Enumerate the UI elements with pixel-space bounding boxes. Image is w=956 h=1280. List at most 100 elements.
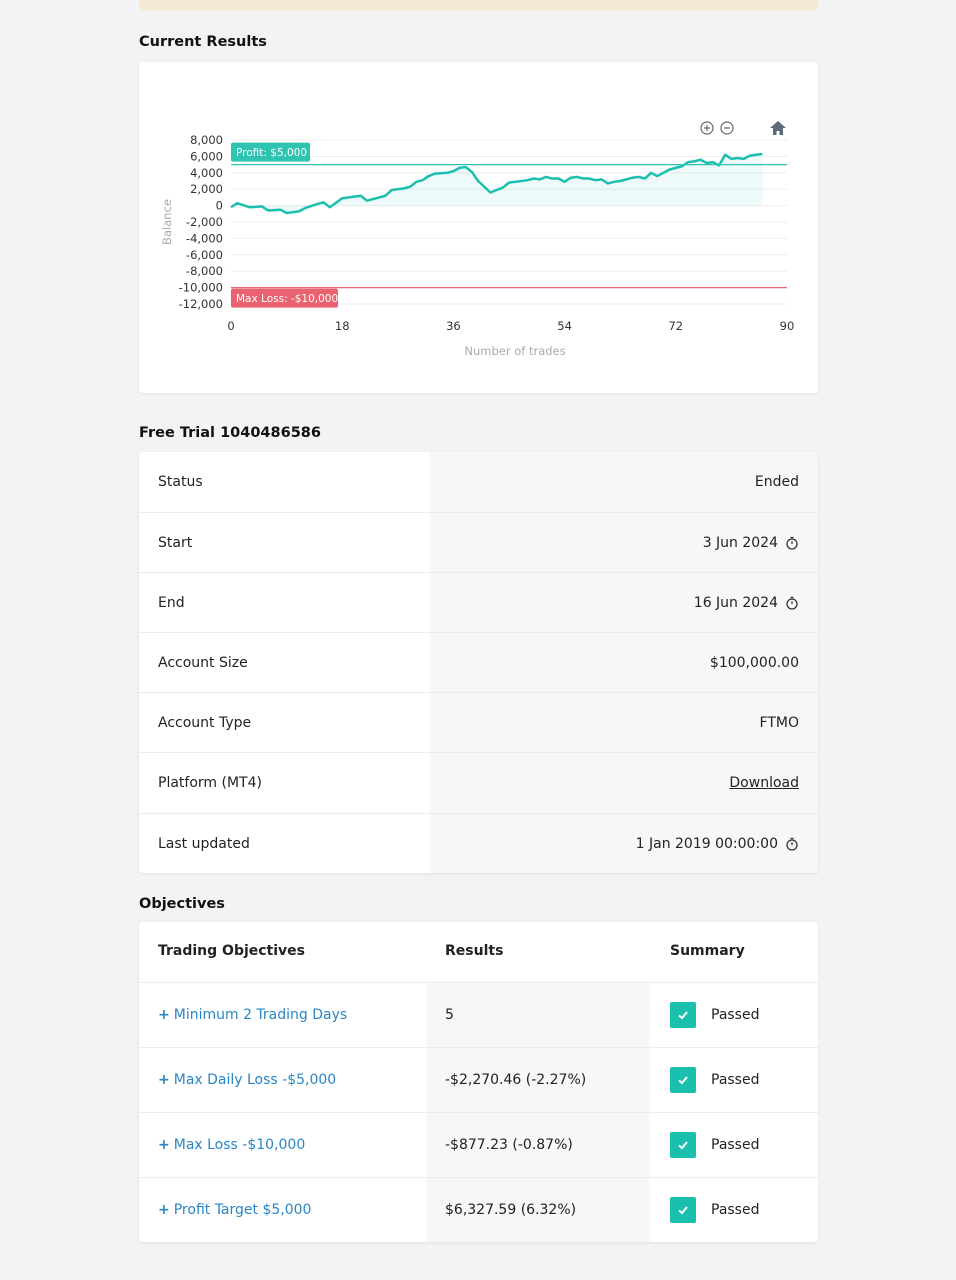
objectives-header-row: Trading Objectives Results Summary: [139, 922, 818, 982]
checkmark-icon: [670, 1197, 696, 1223]
stopwatch-icon: [786, 536, 798, 550]
x-tick-label: 36: [446, 319, 461, 333]
start-value: 3 Jun 2024: [702, 534, 778, 551]
y-tick-label: -6,000: [186, 248, 223, 262]
objective-summary: Passed: [670, 1048, 759, 1112]
last-updated-label: Last updated: [158, 835, 250, 852]
account-size-value-cell: $100,000.00: [430, 633, 818, 692]
account-size-label: Account Size: [158, 654, 248, 671]
objective-row: + Minimum 2 Trading Days 5 Passed: [139, 982, 818, 1047]
x-tick-label: 72: [668, 319, 683, 333]
stopwatch-icon: [786, 596, 798, 610]
y-tick-label: -4,000: [186, 231, 223, 245]
x-tick-label: 54: [557, 319, 572, 333]
end-value: 16 Jun 2024: [693, 594, 778, 611]
info-row-last-updated: Last updated 1 Jan 2019 00:00:00: [139, 813, 818, 873]
y-tick-label: 6,000: [190, 149, 223, 163]
account-type-value: FTMO: [759, 714, 799, 731]
header-results: Results: [445, 943, 504, 959]
summary-status: Passed: [711, 1072, 760, 1088]
status-value: Ended: [754, 474, 799, 490]
objective-name: Max Daily Loss -$5,000: [173, 1072, 337, 1088]
profit-tag-label: Profit: $5,000: [236, 147, 307, 159]
last-updated-value: 1 Jan 2019 00:00:00: [635, 835, 778, 852]
status-label: Status: [158, 474, 203, 490]
y-tick-label: -12,000: [179, 297, 223, 311]
profit-tag: [231, 142, 310, 162]
end-value-cell: 16 Jun 2024: [430, 573, 818, 632]
objective-row: + Profit Target $5,000 $6,327.59 (6.32%) …: [139, 1177, 818, 1242]
objective-link[interactable]: + Max Daily Loss -$5,000: [158, 1048, 336, 1112]
balance-area: [231, 153, 763, 213]
y-tick-label: -2,000: [186, 215, 223, 229]
objective-summary: Passed: [670, 983, 759, 1047]
start-value-cell: 3 Jun 2024: [430, 513, 818, 572]
y-tick-label: 0: [216, 199, 223, 213]
objective-row: + Max Loss -$10,000 -$877.23 (-0.87%) Pas…: [139, 1112, 818, 1177]
x-axis-title: Number of trades: [464, 344, 565, 358]
account-title: Free Trial 1040486586: [139, 425, 321, 441]
objective-name: Max Loss -$10,000: [173, 1137, 306, 1153]
x-tick-label: 18: [335, 319, 350, 333]
account-size-value: $100,000.00: [709, 654, 799, 671]
summary-status: Passed: [711, 1007, 760, 1023]
y-tick-label: -10,000: [179, 281, 223, 295]
info-row-account-size: Account Size $100,000.00: [139, 632, 818, 692]
objective-summary: Passed: [670, 1178, 759, 1242]
top-banner: [139, 0, 818, 11]
checkmark-icon: [670, 1132, 696, 1158]
account-info-table: Status Ended Start 3 Jun 2024 End 16 Jun…: [139, 452, 818, 873]
balance-chart: 8,000 6,000 4,000 2,000 0 -2,000 -4,000 -6,000 -…: [160, 121, 795, 358]
objective-result: $6,327.59 (6.32%): [426, 1178, 650, 1242]
y-tick-label: 2,000: [190, 182, 223, 196]
zoom-out-icon[interactable]: [720, 121, 734, 135]
end-label: End: [158, 594, 185, 611]
plus-icon: +: [158, 1202, 170, 1218]
current-results-title: Current Results: [139, 34, 267, 50]
plus-icon: +: [158, 1007, 170, 1023]
chart-card: 8,000 6,000 4,000 2,000 0 -2,000 -4,000 -6,000 -…: [139, 62, 818, 393]
checkmark-icon: [670, 1067, 696, 1093]
info-row-end: End 16 Jun 2024: [139, 572, 818, 632]
last-updated-value-cell: 1 Jan 2019 00:00:00: [430, 814, 818, 873]
info-row-account-type: Account Type FTMO: [139, 692, 818, 752]
stopwatch-icon: [786, 837, 798, 851]
x-tick-label: 0: [227, 319, 234, 333]
platform-label: Platform (MT4): [158, 775, 262, 791]
info-row-start: Start 3 Jun 2024: [139, 512, 818, 572]
home-icon[interactable]: [770, 121, 786, 135]
objectives-title: Objectives: [139, 896, 225, 912]
info-row-platform: Platform (MT4) Download: [139, 752, 818, 813]
status-value-cell: Ended: [430, 452, 818, 512]
download-link[interactable]: Download: [729, 775, 799, 791]
summary-status: Passed: [711, 1137, 760, 1153]
start-label: Start: [158, 534, 193, 551]
x-tick-label: 90: [780, 319, 795, 333]
zoom-in-icon[interactable]: [700, 121, 714, 135]
objective-result: -$877.23 (-0.87%): [426, 1113, 650, 1177]
objective-link[interactable]: + Max Loss -$10,000: [158, 1113, 305, 1177]
objectives-table: Trading Objectives Results Summary + Mini…: [139, 922, 818, 1242]
objective-link[interactable]: + Minimum 2 Trading Days: [158, 983, 347, 1047]
account-type-value-cell: FTMO: [430, 693, 818, 752]
objective-name: Profit Target $5,000: [173, 1202, 312, 1218]
objective-result: -$2,270.46 (-2.27%): [426, 1048, 650, 1112]
max-loss-tag-label: Max Loss: -$10,000: [236, 293, 338, 305]
y-tick-label: -8,000: [186, 264, 223, 278]
y-tick-label: 4,000: [190, 166, 223, 180]
info-row-status: Status Ended: [139, 452, 818, 512]
objective-link[interactable]: + Profit Target $5,000: [158, 1178, 311, 1242]
objective-result: 5: [426, 983, 650, 1047]
header-trading-objectives: Trading Objectives: [158, 943, 306, 959]
y-axis-title: Balance: [160, 199, 174, 245]
checkmark-icon: [670, 1002, 696, 1028]
platform-value-cell: Download: [430, 753, 818, 813]
objective-name: Minimum 2 Trading Days: [173, 1007, 348, 1023]
y-tick-label: 8,000: [190, 133, 223, 147]
objective-summary: Passed: [670, 1113, 759, 1177]
header-summary: Summary: [670, 943, 745, 959]
plus-icon: +: [158, 1072, 170, 1088]
summary-status: Passed: [711, 1202, 760, 1218]
max-loss-tag: [231, 288, 338, 308]
account-type-label: Account Type: [158, 714, 252, 731]
